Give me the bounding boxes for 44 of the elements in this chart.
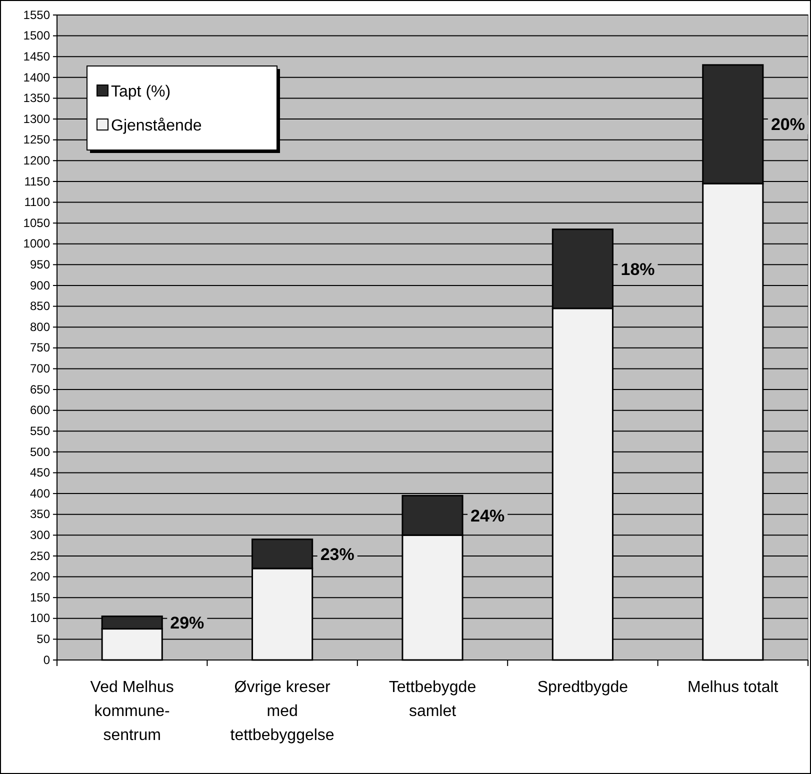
y-tick-label: 650 [30,382,50,396]
x-tick-label: Øvrige kreser med tettbebyggelse [230,679,334,744]
y-tick-label: 500 [30,444,50,459]
y-tick-label: 1550 [23,8,50,22]
y-tick-label: 50 [36,632,50,646]
y-tick-label: 450 [30,466,50,480]
y-tick-label: 600 [30,403,50,418]
x-tick-label: Spredtbygde [537,679,628,696]
y-tick-label: 400 [30,486,50,500]
y-tick-label: 250 [30,548,50,563]
y-tick-label: 0 [43,652,50,667]
y-tick-label: 350 [30,507,50,522]
y-tick-label: 800 [30,320,50,334]
y-tick-label: 900 [30,278,50,292]
y-tick-label: 1000 [23,236,50,251]
y-tick-label: 1050 [23,216,50,230]
legend-label: Gjenstående [111,118,202,135]
y-tick-label: 1450 [23,49,50,64]
annotation: 24% [470,506,505,526]
x-tick-label: Ved Melhus kommune-sentrum [90,679,174,744]
y-tick-label: 1350 [23,91,50,106]
y-tick-label: 1150 [24,174,50,188]
annotation: 29% [170,614,204,632]
x-tick-label: Melhus totalt [688,679,779,696]
y-tick-label: 1250 [23,132,50,147]
annotation: 20% [770,115,805,134]
y-tick-label: 850 [30,299,50,314]
y-tick-label: 150 [30,590,50,604]
y-tick-label: 700 [30,362,50,376]
y-tick-label: 550 [30,424,50,438]
annotation: 23% [320,544,354,564]
y-tick-label: 1300 [23,112,50,126]
y-tick-label: 300 [30,528,50,542]
y-tick-label: 950 [30,258,50,272]
y-tick-label: 1200 [23,153,50,168]
annotation: 18% [620,260,655,279]
y-tick-label: 1100 [24,195,50,210]
y-tick-label: 100 [30,611,50,626]
y-tick-label: 750 [30,340,50,355]
x-tick-label: Tettbebygde samlet [388,679,476,720]
y-tick-label: 200 [30,570,50,584]
y-tick-label: 1400 [23,70,50,84]
legend-label: Tapt (%) [111,84,171,101]
y-tick-label: 1500 [23,28,50,43]
